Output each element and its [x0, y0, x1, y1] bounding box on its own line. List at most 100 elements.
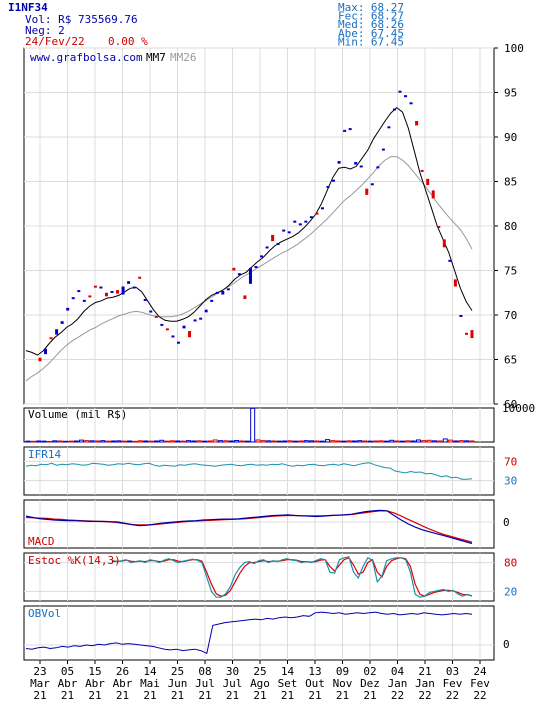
price-candle [287, 231, 291, 234]
price-candle [182, 325, 186, 329]
x-tick-year: 21 [61, 689, 74, 702]
price-candle [71, 297, 75, 300]
volume-bar [309, 440, 315, 443]
price-candle [165, 328, 169, 331]
volume-bar [105, 440, 111, 443]
price-candle [60, 321, 64, 324]
price-candle [226, 288, 230, 291]
x-tick-month: Jun [168, 677, 188, 690]
price-candle [121, 286, 125, 295]
price-candle [77, 290, 81, 293]
volume-bar [30, 440, 36, 443]
volume-bar [41, 440, 47, 443]
grid-lines [24, 47, 494, 660]
volume-bar [250, 407, 256, 443]
price-y-tick-label: 85 [504, 176, 517, 189]
x-tick-year: 21 [33, 689, 46, 702]
watermark: www.grafbolsa.com [30, 51, 143, 64]
x-tick-month: Fev [470, 677, 490, 690]
volume-bar [367, 440, 373, 443]
volume-bar [148, 440, 154, 443]
ifr-title: IFR14 [28, 448, 61, 461]
stat-value: 68.27 [371, 1, 404, 14]
x-tick-day: 08 [198, 665, 211, 678]
stat-value: 67.45 [371, 35, 404, 48]
volume-bar [330, 440, 336, 443]
volume-bar [325, 439, 331, 443]
volume-bar [378, 440, 384, 443]
price-candle [132, 286, 136, 289]
price-candle [193, 319, 197, 322]
stat-value: 68.27 [371, 10, 404, 23]
price-candle [188, 331, 192, 338]
x-tick-day: 25 [253, 665, 266, 678]
volume-bar [421, 440, 427, 443]
x-tick-month: Jul [195, 677, 215, 690]
price-candle [431, 190, 435, 199]
x-tick-day: 21 [418, 665, 431, 678]
price-candle [426, 178, 430, 186]
price-candle [199, 317, 203, 320]
x-tick-year: 21 [88, 689, 101, 702]
price-candle [271, 234, 275, 242]
price-candle [326, 185, 330, 188]
volume-bar [464, 440, 470, 443]
stat-label: Fec: [338, 10, 365, 23]
volume-bar [282, 440, 288, 443]
volume-bar [57, 440, 63, 443]
price-candle [453, 279, 457, 287]
price-candle [464, 332, 468, 335]
price-candle [442, 239, 446, 248]
volume-bar [121, 440, 127, 443]
price-y-tick-label: 60 [504, 398, 517, 411]
volume-bar [442, 438, 448, 443]
volume-bar [196, 440, 202, 443]
volume-bar [78, 439, 84, 443]
price-y-tick-label: 75 [504, 265, 517, 278]
volume-bar [234, 439, 240, 443]
price-candle [154, 315, 158, 318]
volume-bar [271, 440, 277, 443]
price-candle [332, 179, 336, 182]
volume-bar [116, 440, 122, 443]
volume-bar [260, 440, 266, 443]
stoch-k-line [111, 556, 473, 598]
volume-bar [453, 440, 459, 443]
volume-bar [228, 440, 234, 443]
price-candle [404, 95, 408, 98]
price-candle [88, 295, 92, 298]
volume-bar [346, 440, 352, 443]
x-tick-year: 21 [143, 689, 156, 702]
price-candle [315, 212, 319, 215]
price-candle [210, 299, 214, 302]
volume-bar [46, 440, 52, 443]
macd-title: MACD [28, 535, 55, 548]
volume-bar [335, 440, 341, 443]
volume-bar [244, 440, 250, 443]
price-candle [420, 169, 424, 172]
axis-labels: 23Mar2105Abr2115Abr2126Abr2114Mai2125Jun… [30, 42, 535, 702]
x-tick-day: 14 [281, 665, 295, 678]
x-tick-day: 23 [33, 665, 46, 678]
obvol-panel [23, 605, 495, 661]
price-candle [260, 255, 264, 258]
x-tick-year: 21 [198, 689, 211, 702]
price-candle [143, 298, 147, 301]
x-tick-day: 02 [363, 665, 376, 678]
price-candle [337, 161, 341, 164]
price-candle [127, 281, 131, 284]
x-tick-month: Jul [223, 677, 243, 690]
volume-bar [111, 440, 117, 443]
price-candle [459, 315, 463, 317]
volume-bar [341, 440, 347, 443]
x-tick-year: 21 [281, 689, 294, 702]
volume-bar [84, 440, 90, 443]
x-tick-day: 05 [61, 665, 74, 678]
price-candle [116, 290, 120, 294]
price-candle [204, 309, 208, 313]
volume-bar [180, 440, 186, 443]
volume-bar [239, 440, 245, 443]
x-tick-day: 30 [226, 665, 239, 678]
stat-value: 68.26 [371, 18, 404, 31]
volume-bar [175, 440, 181, 443]
